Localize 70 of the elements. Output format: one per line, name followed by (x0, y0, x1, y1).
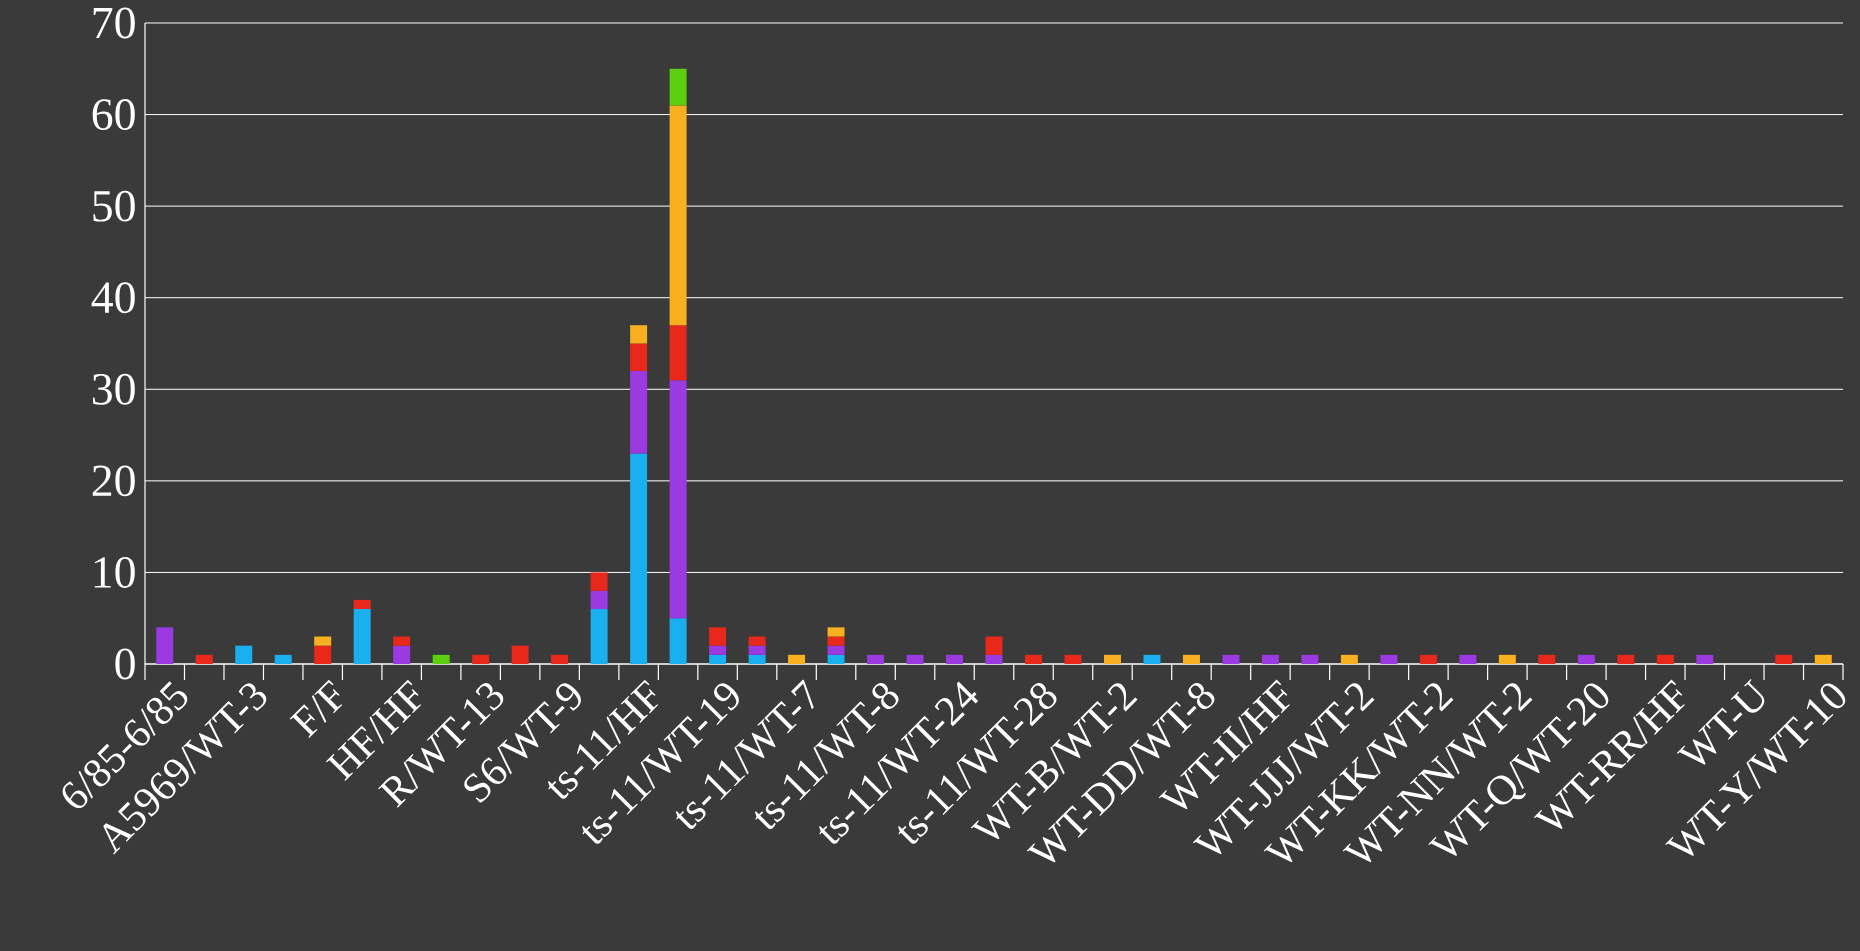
bar (1064, 654, 1082, 664)
bar (432, 654, 450, 664)
bar (827, 654, 845, 664)
bar (985, 636, 1003, 655)
y-tick-label: 60 (92, 99, 135, 131)
bar (669, 105, 687, 326)
bar (827, 627, 845, 637)
bar (1301, 654, 1319, 664)
bar (748, 645, 766, 655)
bar (195, 654, 213, 664)
bar (630, 343, 648, 371)
bar (748, 654, 766, 664)
bar (235, 645, 253, 664)
bar (353, 599, 371, 610)
bar (1103, 654, 1121, 664)
bar (353, 609, 371, 664)
y-tick-label: 50 (93, 190, 135, 222)
bar (1696, 654, 1714, 664)
bar (274, 654, 292, 664)
y-tick-label: 40 (91, 282, 135, 314)
bar (1182, 654, 1200, 664)
bar (393, 645, 411, 664)
bar (1261, 654, 1279, 664)
bar (590, 590, 608, 610)
bar (669, 325, 687, 381)
bar (1617, 654, 1635, 664)
bar (472, 654, 490, 664)
bar (630, 370, 648, 454)
y-tick-label: 10 (94, 556, 135, 588)
y-tick-label: 0 (115, 648, 135, 680)
bar (630, 453, 648, 664)
bar (985, 654, 1003, 664)
bar (156, 627, 174, 664)
bar (314, 645, 332, 664)
y-tick-label: 30 (92, 373, 135, 405)
bar (1340, 654, 1358, 664)
bar (393, 636, 411, 646)
bar (511, 645, 529, 664)
bar (946, 654, 964, 664)
bar (1459, 654, 1477, 664)
bar (669, 380, 687, 619)
bar (709, 645, 727, 655)
bar (709, 654, 727, 664)
bar (1143, 654, 1161, 664)
bar (669, 68, 687, 106)
bar (551, 654, 569, 664)
bar (1814, 654, 1832, 664)
bar (1498, 654, 1516, 664)
bar (1775, 654, 1793, 664)
bar (630, 325, 648, 344)
bar (314, 636, 332, 646)
y-tick-label: 70 (93, 7, 135, 39)
bar (827, 645, 845, 655)
bar (906, 654, 924, 664)
y-tick-label: 20 (92, 465, 135, 497)
bar (669, 618, 687, 664)
bar (867, 654, 885, 664)
bar (1025, 654, 1042, 664)
bar (1380, 654, 1398, 664)
bar (1419, 654, 1437, 664)
bar (590, 609, 608, 664)
bar (1222, 654, 1240, 664)
bar (590, 572, 608, 591)
bar (788, 654, 806, 664)
bar (709, 627, 727, 646)
bar (827, 636, 845, 646)
bar (1538, 654, 1556, 664)
bar (1577, 654, 1595, 664)
bar (1656, 654, 1674, 664)
bar (748, 636, 766, 646)
